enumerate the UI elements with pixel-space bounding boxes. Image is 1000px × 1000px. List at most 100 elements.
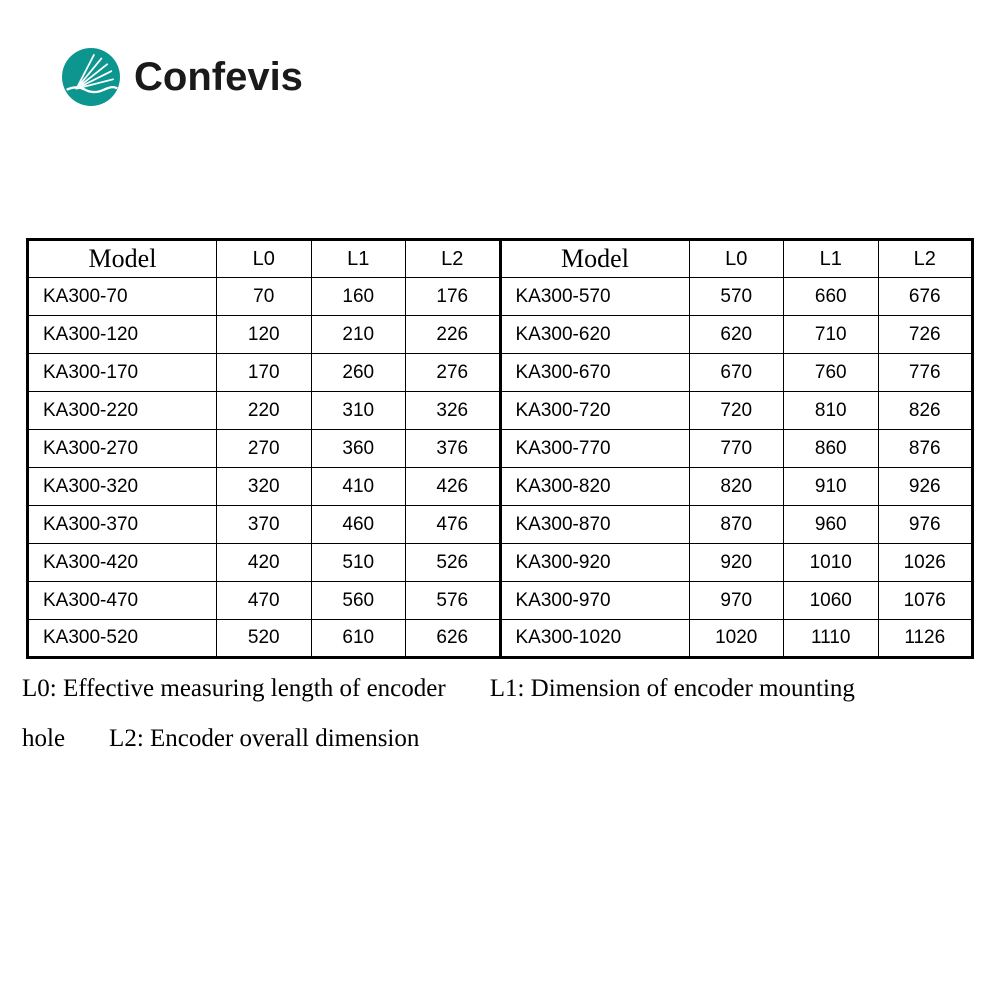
cell-l2: 1026 <box>878 544 973 582</box>
brand-name: Confevis <box>134 55 303 100</box>
cell-model: KA300-470 <box>28 582 217 620</box>
table-row: KA300-520 520 610 626 KA300-1020 1020 11… <box>28 620 973 658</box>
cell-l2: 1126 <box>878 620 973 658</box>
cell-l0: 470 <box>217 582 312 620</box>
cell-l0: 820 <box>689 468 784 506</box>
cell-l2: 876 <box>878 430 973 468</box>
cell-l0: 570 <box>689 278 784 316</box>
legend-l2: L2: Encoder overall dimension <box>109 725 419 752</box>
cell-model: KA300-920 <box>500 544 689 582</box>
cell-l0: 120 <box>217 316 312 354</box>
cell-l1: 960 <box>784 506 879 544</box>
cell-l1: 210 <box>311 316 406 354</box>
table-row: KA300-320 320 410 426 KA300-820 820 910 … <box>28 468 973 506</box>
legend-l0: L0: Effective measuring length of encode… <box>22 675 446 702</box>
cell-model: KA300-420 <box>28 544 217 582</box>
cell-model: KA300-70 <box>28 278 217 316</box>
col-l2-right: L2 <box>878 240 973 278</box>
cell-l1: 860 <box>784 430 879 468</box>
col-l1-right: L1 <box>784 240 879 278</box>
cell-model: KA300-620 <box>500 316 689 354</box>
cell-l1: 610 <box>311 620 406 658</box>
cell-l2: 226 <box>406 316 501 354</box>
table-row: KA300-470 470 560 576 KA300-970 970 1060… <box>28 582 973 620</box>
col-l0-right: L0 <box>689 240 784 278</box>
cell-l0: 620 <box>689 316 784 354</box>
cell-l0: 520 <box>217 620 312 658</box>
cell-l0: 970 <box>689 582 784 620</box>
cell-l2: 676 <box>878 278 973 316</box>
cell-l2: 776 <box>878 354 973 392</box>
cell-l0: 170 <box>217 354 312 392</box>
cell-l1: 1010 <box>784 544 879 582</box>
table-header-row: Model L0 L1 L2 Model L0 L1 L2 <box>28 240 973 278</box>
cell-l2: 476 <box>406 506 501 544</box>
cell-l1: 660 <box>784 278 879 316</box>
cell-l1: 310 <box>311 392 406 430</box>
cell-l2: 526 <box>406 544 501 582</box>
cell-l1: 260 <box>311 354 406 392</box>
cell-l1: 710 <box>784 316 879 354</box>
cell-l0: 770 <box>689 430 784 468</box>
cell-l1: 410 <box>311 468 406 506</box>
col-model-left: Model <box>28 240 217 278</box>
table-row: KA300-270 270 360 376 KA300-770 770 860 … <box>28 430 973 468</box>
cell-l0: 220 <box>217 392 312 430</box>
cell-l0: 720 <box>689 392 784 430</box>
cell-l2: 176 <box>406 278 501 316</box>
cell-l1: 1110 <box>784 620 879 658</box>
cell-l2: 426 <box>406 468 501 506</box>
cell-l2: 976 <box>878 506 973 544</box>
cell-model: KA300-670 <box>500 354 689 392</box>
cell-l0: 320 <box>217 468 312 506</box>
cell-l0: 870 <box>689 506 784 544</box>
cell-l1: 1060 <box>784 582 879 620</box>
cell-model: KA300-820 <box>500 468 689 506</box>
cell-model: KA300-720 <box>500 392 689 430</box>
cell-model: KA300-570 <box>500 278 689 316</box>
cell-l2: 726 <box>878 316 973 354</box>
cell-l0: 270 <box>217 430 312 468</box>
cell-l2: 826 <box>878 392 973 430</box>
col-l2-left: L2 <box>406 240 501 278</box>
cell-l1: 760 <box>784 354 879 392</box>
table-row: KA300-170 170 260 276 KA300-670 670 760 … <box>28 354 973 392</box>
table-row: KA300-420 420 510 526 KA300-920 920 1010… <box>28 544 973 582</box>
table-row: KA300-220 220 310 326 KA300-720 720 810 … <box>28 392 973 430</box>
cell-l0: 670 <box>689 354 784 392</box>
cell-l2: 926 <box>878 468 973 506</box>
cell-model: KA300-220 <box>28 392 217 430</box>
brand-header: Confevis <box>62 48 303 106</box>
cell-l2: 376 <box>406 430 501 468</box>
cell-l2: 276 <box>406 354 501 392</box>
spec-table-container: Model L0 L1 L2 Model L0 L1 L2 KA300-70 7… <box>26 238 974 659</box>
cell-model: KA300-1020 <box>500 620 689 658</box>
cell-model: KA300-870 <box>500 506 689 544</box>
cell-l1: 510 <box>311 544 406 582</box>
cell-l1: 560 <box>311 582 406 620</box>
cell-model: KA300-170 <box>28 354 217 392</box>
cell-model: KA300-970 <box>500 582 689 620</box>
cell-l0: 1020 <box>689 620 784 658</box>
cell-l1: 360 <box>311 430 406 468</box>
cell-l1: 160 <box>311 278 406 316</box>
cell-l1: 810 <box>784 392 879 430</box>
cell-model: KA300-270 <box>28 430 217 468</box>
table-row: KA300-120 120 210 226 KA300-620 620 710 … <box>28 316 973 354</box>
brand-logo-icon <box>62 48 120 106</box>
cell-l1: 910 <box>784 468 879 506</box>
cell-l2: 326 <box>406 392 501 430</box>
cell-l2: 626 <box>406 620 501 658</box>
table-row: KA300-370 370 460 476 KA300-870 870 960 … <box>28 506 973 544</box>
cell-model: KA300-770 <box>500 430 689 468</box>
legend-hole: hole <box>22 725 65 752</box>
table-row: KA300-70 70 160 176 KA300-570 570 660 67… <box>28 278 973 316</box>
cell-l0: 70 <box>217 278 312 316</box>
col-l0-left: L0 <box>217 240 312 278</box>
cell-model: KA300-520 <box>28 620 217 658</box>
cell-model: KA300-370 <box>28 506 217 544</box>
spec-table-body: KA300-70 70 160 176 KA300-570 570 660 67… <box>28 278 973 658</box>
cell-l1: 460 <box>311 506 406 544</box>
cell-l0: 370 <box>217 506 312 544</box>
cell-l2: 576 <box>406 582 501 620</box>
